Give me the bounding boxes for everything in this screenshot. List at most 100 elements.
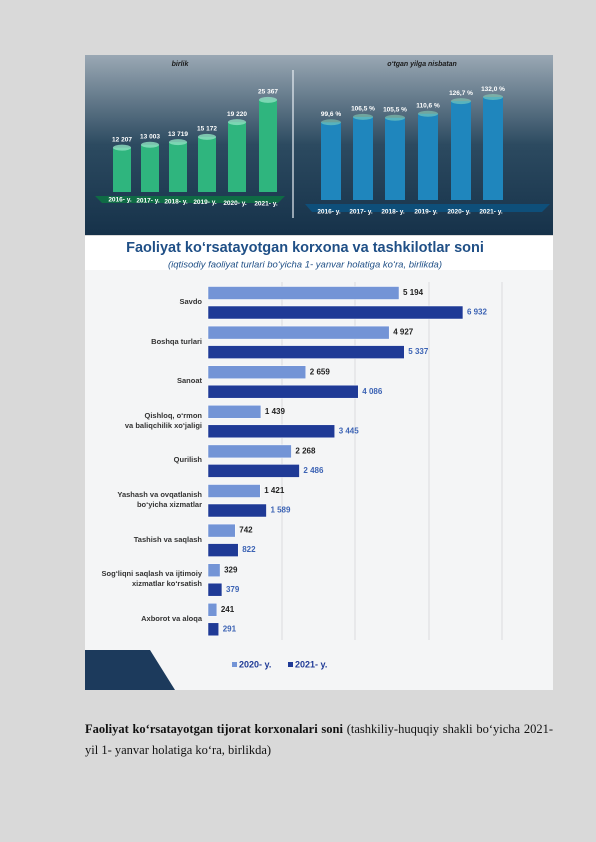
bar <box>207 582 223 597</box>
value-label: 132,0 % <box>481 86 505 93</box>
bar <box>353 116 373 200</box>
bar <box>483 97 503 200</box>
bar-cap <box>385 114 405 121</box>
value-label: 379 <box>226 585 240 594</box>
bar <box>207 444 292 459</box>
bar <box>207 424 335 439</box>
value-label: 329 <box>224 565 238 574</box>
category-label: Sog‘liqni saqlash va ijtimoiy xizmatlar … <box>101 569 202 589</box>
x-tick-label: 2016- y. <box>317 209 341 216</box>
value-label: 4 927 <box>393 328 414 337</box>
value-label: 1 421 <box>264 486 285 495</box>
bar-cap <box>451 98 471 105</box>
value-label: 822 <box>242 545 256 554</box>
legend-label: 2021- y. <box>295 659 327 669</box>
x-tick-label: 2019- y. <box>193 199 217 206</box>
bar <box>418 113 438 200</box>
chart-title: o‘tgan yilga nisbatan <box>387 61 457 68</box>
bar-cap <box>141 141 159 148</box>
x-tick-label: 2021- y. <box>479 209 503 216</box>
category-label: Sanoat <box>176 376 202 386</box>
bar <box>207 622 219 637</box>
value-label: 2 486 <box>303 466 324 475</box>
bar <box>207 563 221 577</box>
bar-cap <box>113 144 131 151</box>
value-label: 3 445 <box>339 426 360 435</box>
bar-cap <box>483 94 503 101</box>
legend-label: 2020- y. <box>239 659 271 669</box>
value-label: 241 <box>221 605 235 614</box>
value-label: 105,5 % <box>383 106 407 113</box>
category-label: Tashish va saqlash <box>133 534 202 544</box>
title-band <box>85 236 553 270</box>
grid <box>281 282 503 640</box>
category-label: Savdo <box>179 297 202 306</box>
x-tick-label: 2019- y. <box>414 209 438 216</box>
bar <box>207 305 464 320</box>
bar <box>451 101 471 200</box>
x-tick-label: 2020- y. <box>447 209 471 216</box>
bar-cap <box>259 96 277 103</box>
chart-title: birlik <box>172 61 190 68</box>
legend-swatch <box>232 662 237 667</box>
bar <box>207 384 359 399</box>
category-label: Yashash va ovqatlanish bo‘yicha xizmatla… <box>117 490 202 509</box>
base-left <box>95 196 285 203</box>
caption: Faoliyat ko‘rsatayotgan tijorat korxonal… <box>85 719 553 761</box>
legend-swatch <box>288 662 293 667</box>
bar <box>228 122 246 192</box>
category-label: Qurilish <box>173 455 202 465</box>
chart-subtitle: (iqtisodiy faoliyat turlari bo‘yicha 1- … <box>168 260 442 271</box>
base-right <box>305 204 550 212</box>
bar <box>207 484 261 498</box>
value-label: 13 003 <box>140 133 160 140</box>
bar <box>207 405 262 419</box>
value-label: 25 367 <box>258 89 278 96</box>
category-label: Qishloq, o‘rmon va baliqchilik xo‘jaligi <box>124 410 202 430</box>
chart-title: Faoliyat ko‘rsatayotgan korxona va tashk… <box>126 240 484 256</box>
caption-text: (tashkiliy-huquqiy shakli bo‘yicha 2021-… <box>85 722 553 757</box>
value-label: 291 <box>223 624 237 633</box>
bar <box>169 142 187 192</box>
value-label: 19 220 <box>227 111 247 118</box>
corner-pattern <box>85 650 175 690</box>
category-label: Boshqa turlari <box>151 336 202 346</box>
bar <box>259 99 277 192</box>
x-tick-label: 2017- y. <box>136 198 160 205</box>
value-label: 13 719 <box>168 131 188 138</box>
x-tick-label: 2020- y. <box>223 200 247 207</box>
bar <box>385 117 405 200</box>
value-label: 2 659 <box>310 367 331 376</box>
value-label: 12 207 <box>112 136 132 143</box>
bar-cap <box>228 119 246 126</box>
bar-cap <box>418 110 438 117</box>
bar <box>321 122 341 200</box>
x-tick-label: 2016- y. <box>108 197 132 204</box>
value-label: 5 194 <box>403 288 424 297</box>
bar <box>207 325 390 340</box>
caption-bold: Faoliyat ko‘rsatayotgan tijorat korxonal… <box>85 722 343 736</box>
value-label: 110,6 % <box>416 102 440 109</box>
value-label: 2 268 <box>295 447 316 456</box>
bar <box>207 543 239 557</box>
bar <box>207 286 400 300</box>
bar <box>207 503 267 518</box>
value-label: 106,5 % <box>351 106 375 113</box>
x-tick-label: 2018- y. <box>164 198 188 205</box>
x-tick-label: 2018- y. <box>381 209 405 216</box>
bar <box>207 345 405 359</box>
x-tick-label: 2021- y. <box>254 201 278 208</box>
value-label: 742 <box>239 526 253 535</box>
value-label: 5 337 <box>408 347 429 356</box>
x-tick-label: 2017- y. <box>349 209 373 216</box>
value-label: 1 589 <box>270 506 291 515</box>
value-label: 15 172 <box>197 126 217 133</box>
value-label: 126,7 % <box>449 90 473 97</box>
value-label: 6 932 <box>467 308 488 317</box>
bar <box>198 136 216 192</box>
bar <box>113 147 131 192</box>
bar <box>141 144 159 192</box>
bar-cap <box>353 113 373 120</box>
bar <box>207 365 307 379</box>
